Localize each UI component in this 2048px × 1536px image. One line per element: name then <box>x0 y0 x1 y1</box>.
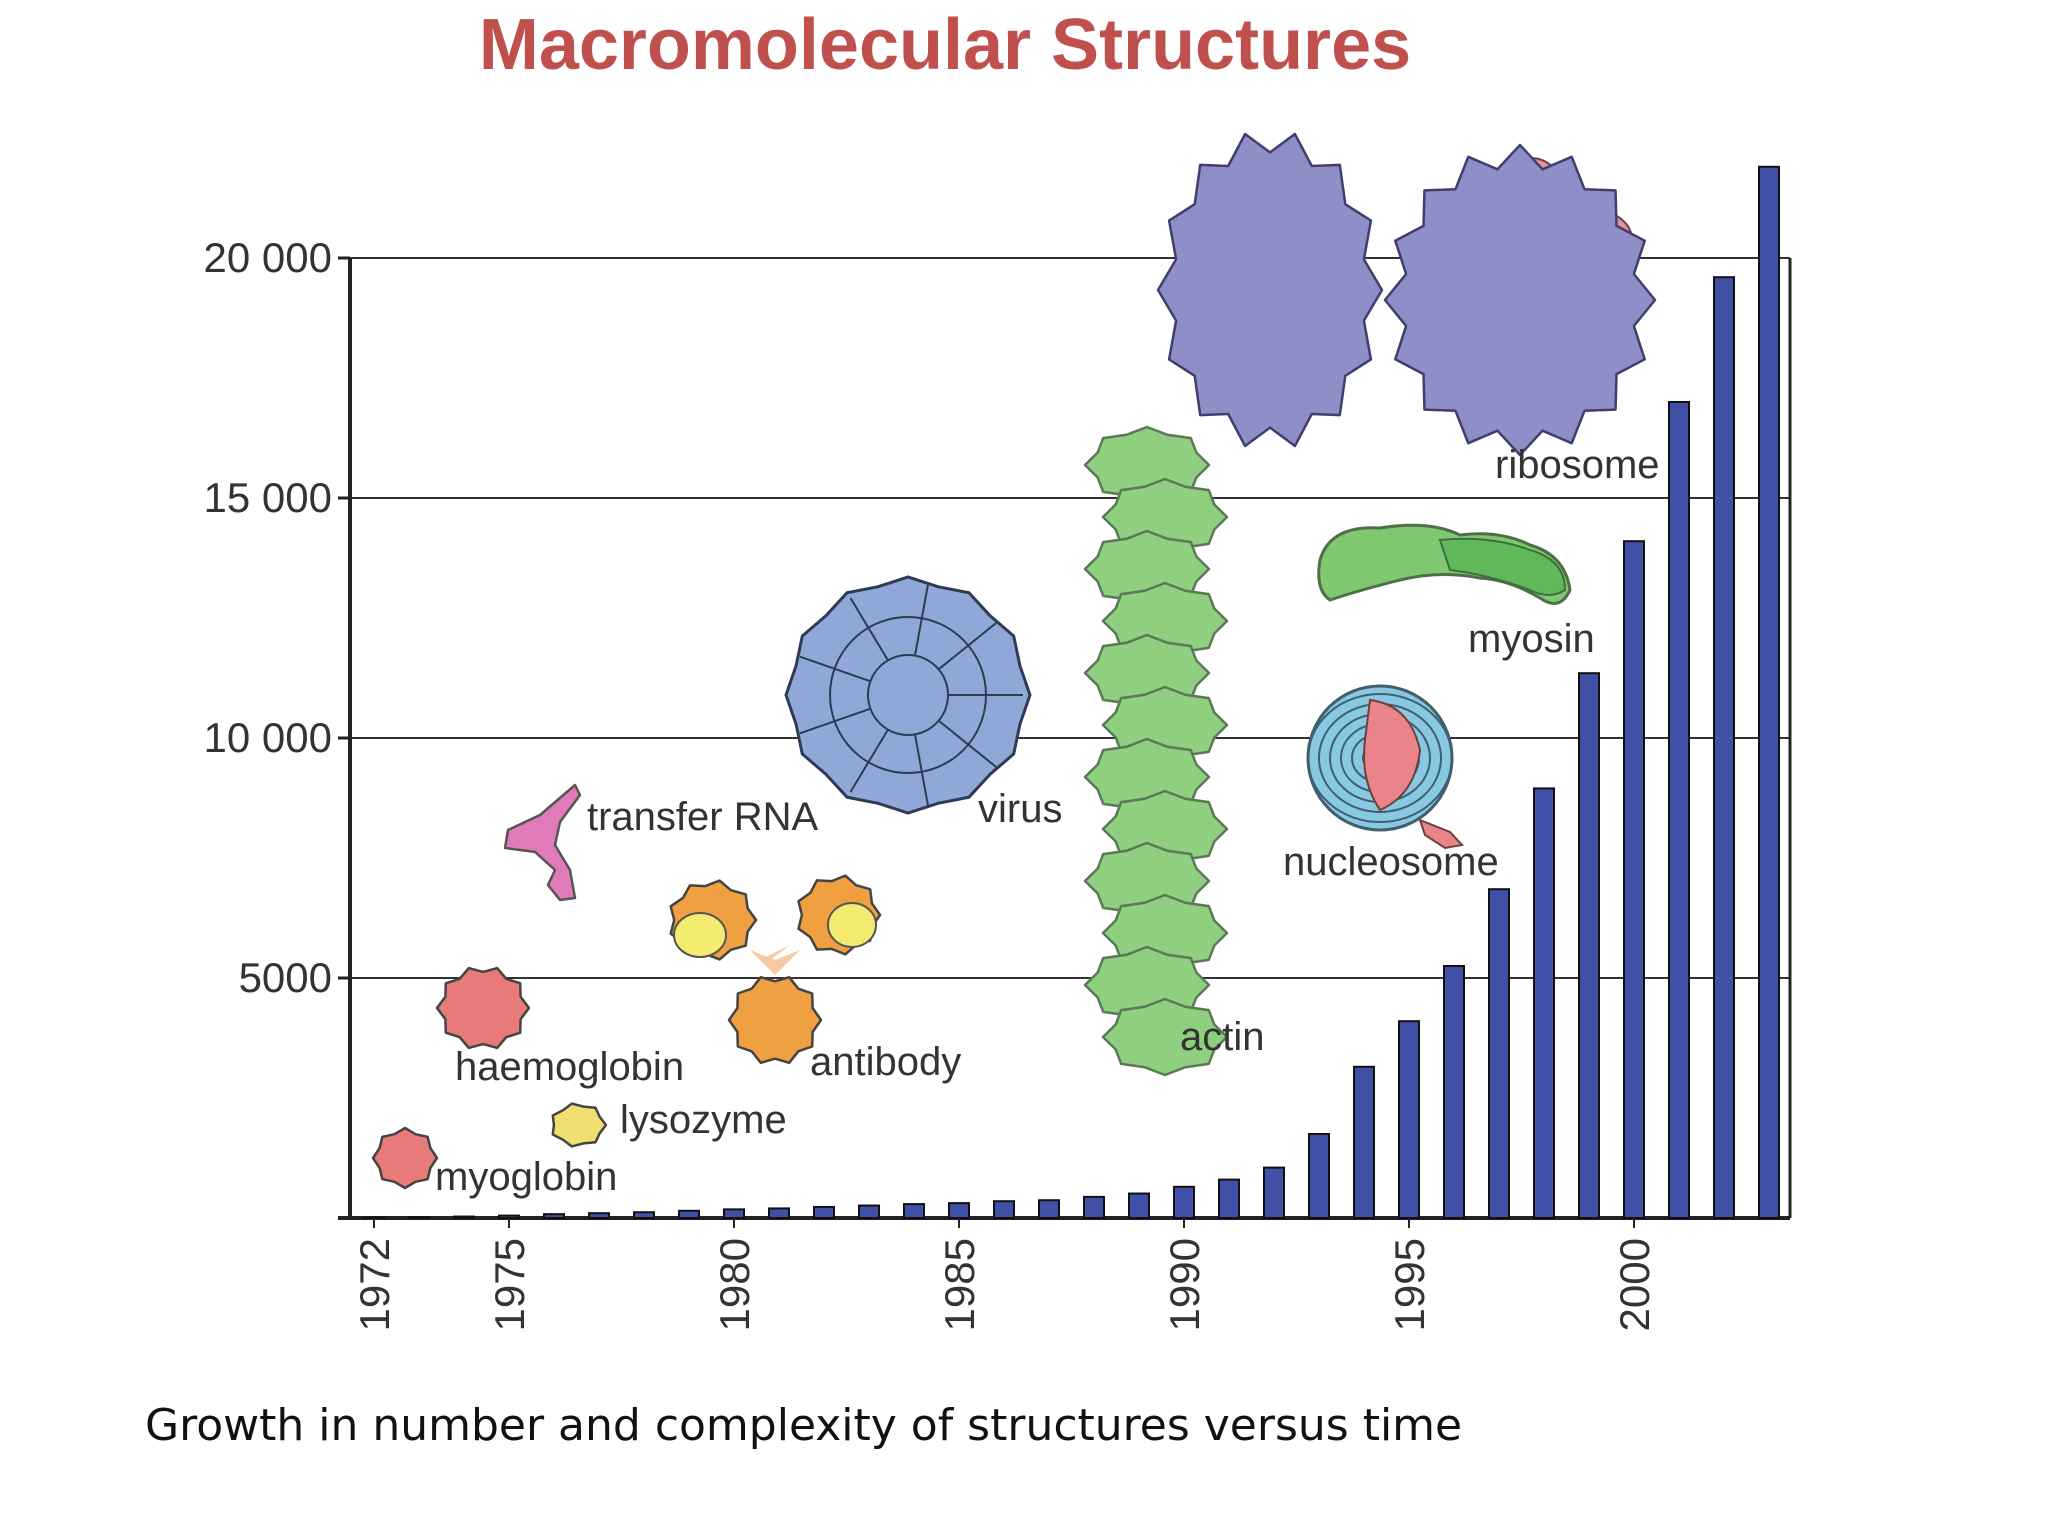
caption: Growth in number and complexity of struc… <box>145 1400 1463 1451</box>
virus-label: virus <box>978 787 1062 831</box>
antibody-label: antibody <box>810 1040 961 1084</box>
bar <box>588 1212 610 1219</box>
bar <box>1578 672 1600 1219</box>
virus-structure <box>784 575 1032 815</box>
haemoglobin-label: haemoglobin <box>455 1045 684 1089</box>
lysozyme-structure <box>551 1102 608 1148</box>
x-tick-label: 2000 <box>1611 1238 1658 1331</box>
bar <box>1668 401 1690 1219</box>
nucleosome-structure <box>1306 684 1464 850</box>
bar <box>948 1202 970 1219</box>
y-tick-label: 20 000 <box>204 234 332 281</box>
bar <box>723 1208 745 1219</box>
bar <box>1758 165 1780 1219</box>
myoglobin-label: myoglobin <box>435 1155 617 1199</box>
actin-label: actin <box>1180 1015 1265 1059</box>
haemoglobin-structure <box>435 966 531 1050</box>
bar <box>1623 540 1645 1219</box>
bar <box>1128 1192 1150 1220</box>
bar <box>1488 888 1510 1219</box>
slide-title: Macromolecular Structures <box>478 5 1412 85</box>
myosin-structure <box>1317 523 1572 605</box>
bar <box>1713 276 1735 1219</box>
antibody-structure <box>750 945 800 975</box>
bar <box>1083 1195 1105 1220</box>
ribosome-label: ribosome <box>1495 443 1660 487</box>
y-tick-label: 5000 <box>239 954 332 1001</box>
ribosome-large-subunit-structure <box>1383 143 1657 457</box>
bar <box>1398 1020 1420 1220</box>
bar <box>498 1214 520 1219</box>
bar <box>408 1216 430 1220</box>
x-tick-label: 1990 <box>1161 1238 1208 1331</box>
bar <box>453 1215 475 1220</box>
bar <box>813 1205 835 1219</box>
x-tick-label: 1972 <box>351 1238 398 1331</box>
antibody-stem-structure <box>727 975 823 1065</box>
bar <box>633 1211 655 1219</box>
bar <box>903 1203 925 1219</box>
antibody-light-chain-left <box>673 912 727 958</box>
bar <box>858 1204 880 1220</box>
bar <box>1038 1199 1060 1219</box>
bar <box>1533 787 1555 1220</box>
transfer-rna-label: transfer RNA <box>587 795 818 839</box>
antibody-light-chain-right <box>827 902 877 948</box>
x-tick-label: 1975 <box>486 1238 533 1331</box>
bar <box>1443 965 1465 1219</box>
bar <box>1308 1133 1330 1219</box>
y-tick-label: 10 000 <box>204 714 332 761</box>
bar <box>678 1209 700 1220</box>
x-tick-label: 1985 <box>936 1238 983 1331</box>
transfer-rna-structure <box>503 783 582 902</box>
bar <box>768 1207 790 1220</box>
bar <box>993 1200 1015 1219</box>
bar <box>1353 1065 1375 1220</box>
bar <box>1173 1185 1195 1220</box>
lysozyme-label: lysozyme <box>620 1098 787 1142</box>
myosin-label: myosin <box>1468 617 1595 661</box>
bar <box>1263 1166 1285 1219</box>
bar <box>1218 1178 1240 1219</box>
nucleosome-label: nucleosome <box>1283 840 1499 884</box>
bar <box>543 1213 565 1220</box>
ribosome-small-subunit-structure <box>1156 132 1384 448</box>
y-tick-label: 15 000 <box>204 474 332 521</box>
myoglobin-structure <box>371 1126 439 1190</box>
x-tick-label: 1995 <box>1386 1238 1433 1331</box>
actin-subunit-structure <box>1101 997 1229 1077</box>
x-tick-label: 1980 <box>711 1238 758 1331</box>
